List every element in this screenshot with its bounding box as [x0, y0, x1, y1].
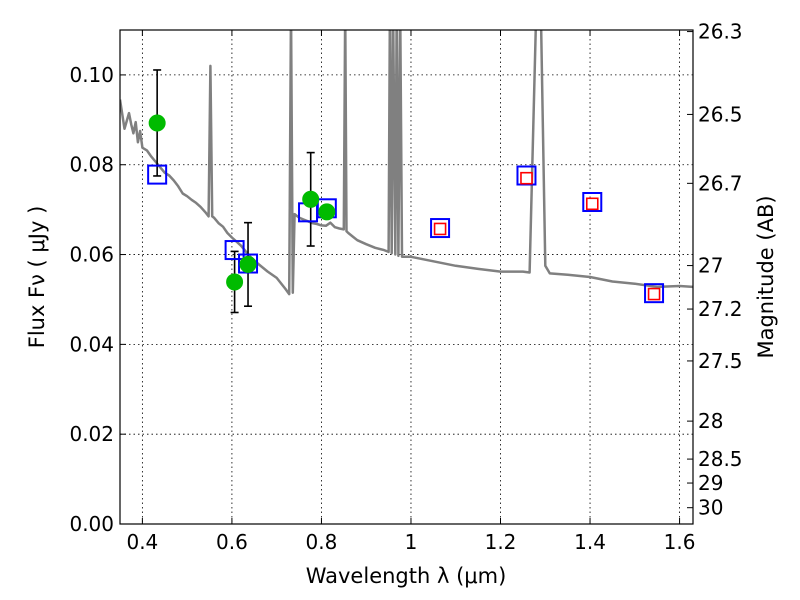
y-tick-label: 0.10	[69, 63, 114, 87]
observed-point	[148, 114, 166, 132]
y-axis-right-label: Magnitude (AB)	[754, 195, 778, 358]
observed-point	[302, 190, 320, 208]
mag-tick-label: 26.3	[698, 20, 743, 44]
x-tick-label: 0.8	[306, 530, 338, 554]
observed-point	[239, 255, 257, 273]
x-tick-label: 1.6	[664, 530, 696, 554]
ir-photometry-square	[433, 222, 447, 236]
mag-tick-label: 28.5	[698, 447, 743, 471]
x-tick-label: 1.4	[574, 530, 606, 554]
y-axis-label: Flux Fν ( μJy )	[25, 206, 49, 349]
ir-photometry-square	[520, 171, 533, 185]
observed-point	[318, 203, 336, 221]
x-tick-label: 0.4	[126, 530, 158, 554]
grid-lines	[120, 30, 693, 524]
plot-frame	[119, 29, 694, 525]
observed-point	[226, 273, 244, 291]
mag-tick-label: 28	[698, 409, 723, 433]
model-photometry-square	[147, 164, 168, 185]
x-axis-label: Wavelength λ (μm)	[306, 564, 507, 588]
model-photometry-square	[644, 283, 665, 304]
model-photometry-square	[430, 218, 451, 239]
spectrum-layer	[120, 30, 693, 296]
y-tick-label: 0.02	[69, 422, 114, 446]
model-photometry-square	[582, 192, 603, 213]
y-tick-label: 0.00	[69, 512, 114, 536]
y-tick-label: 0.04	[69, 332, 114, 356]
mag-tick-label: 27.5	[698, 349, 743, 373]
model-photometry-square	[224, 240, 245, 261]
y-tick-label: 0.08	[69, 153, 114, 177]
spectrum-line	[120, 30, 693, 296]
mag-tick-label: 26.5	[698, 102, 743, 126]
y-tick-label: 0.06	[69, 243, 114, 267]
mag-tick-label: 26.7	[698, 171, 743, 195]
model-photometry-square	[516, 165, 537, 186]
tick-marks	[120, 30, 693, 525]
mag-tick-label: 29	[698, 471, 723, 495]
x-tick-label: 1	[405, 530, 418, 554]
mag-tick-label: 27	[698, 254, 723, 278]
ir-photometry-square	[647, 287, 661, 301]
x-tick-label: 0.6	[216, 530, 248, 554]
mag-tick-label: 27.2	[698, 297, 743, 321]
mag-tick-label: 30	[698, 496, 723, 520]
markers-layer	[147, 69, 665, 314]
ir-photometry-square	[585, 197, 599, 211]
x-tick-label: 1.2	[485, 530, 517, 554]
